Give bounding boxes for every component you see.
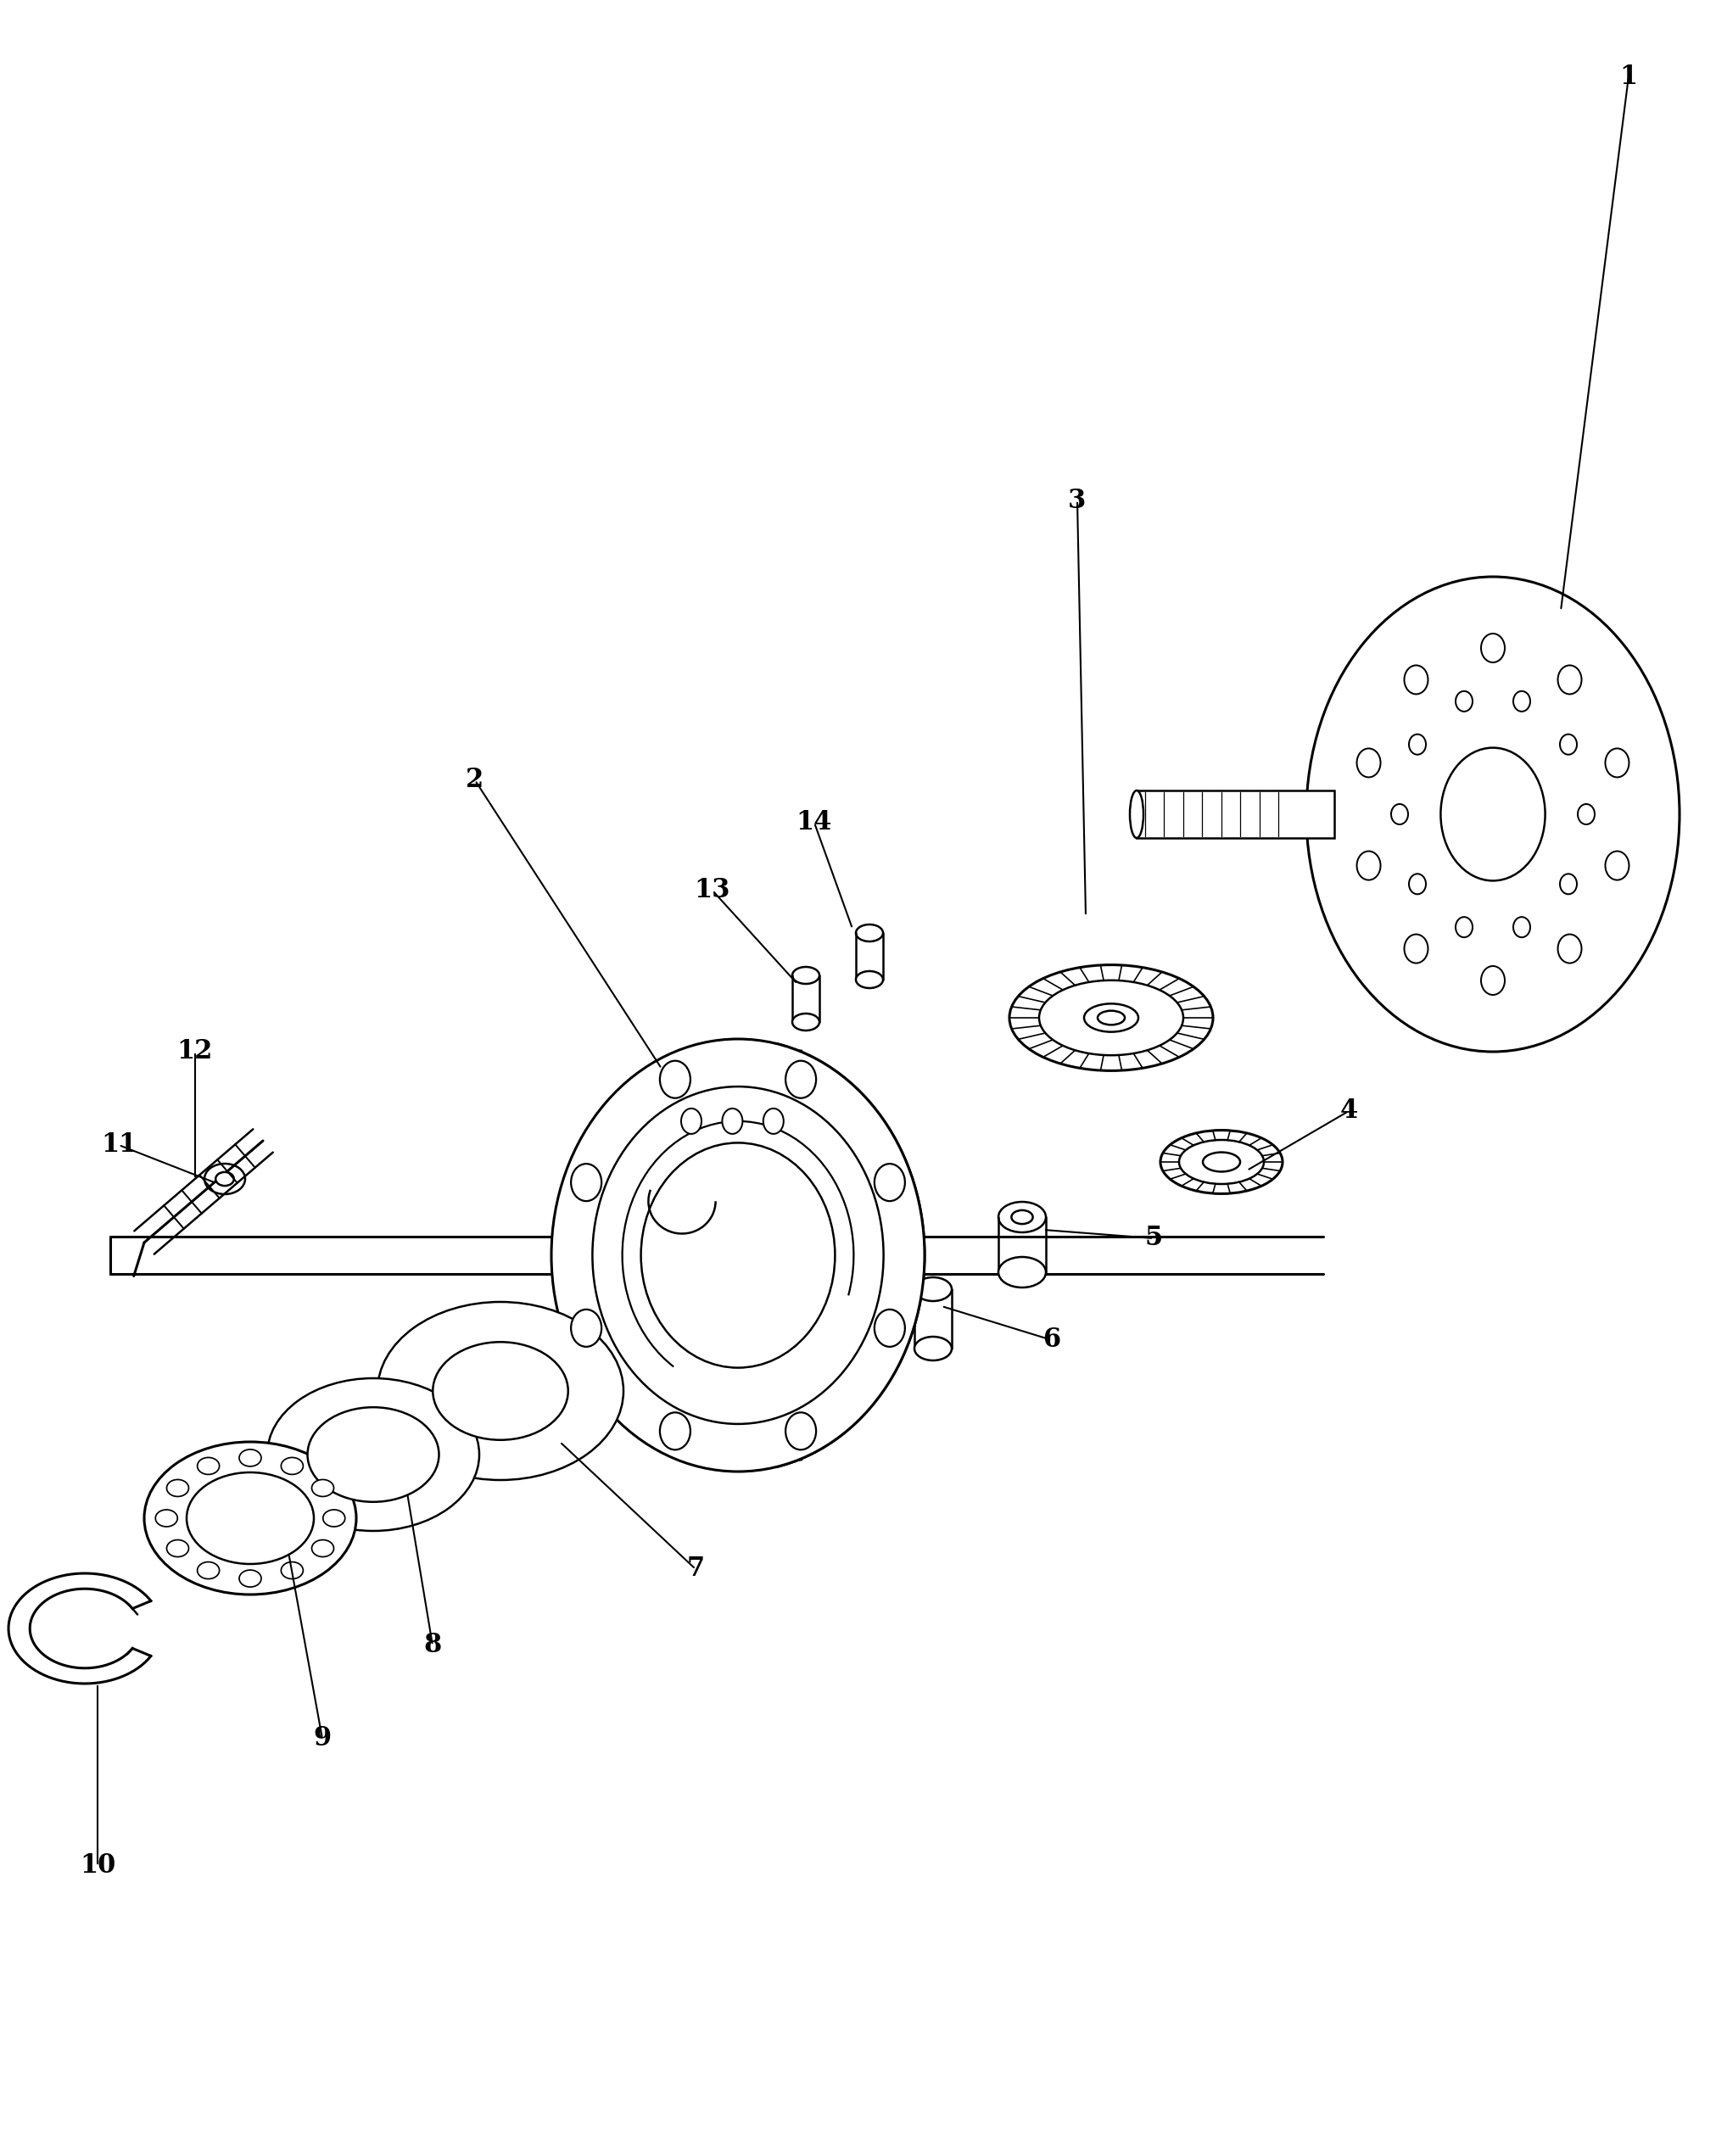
Text: 8: 8 bbox=[424, 1632, 441, 1658]
Ellipse shape bbox=[856, 925, 882, 942]
Ellipse shape bbox=[640, 1143, 834, 1367]
Ellipse shape bbox=[378, 1302, 623, 1479]
Ellipse shape bbox=[204, 1164, 245, 1194]
Ellipse shape bbox=[1129, 791, 1143, 839]
Ellipse shape bbox=[1440, 748, 1544, 880]
Ellipse shape bbox=[722, 1108, 743, 1134]
Ellipse shape bbox=[216, 1173, 233, 1186]
Ellipse shape bbox=[1455, 692, 1472, 711]
Ellipse shape bbox=[592, 1087, 884, 1423]
Ellipse shape bbox=[915, 1276, 951, 1300]
Ellipse shape bbox=[571, 1164, 601, 1201]
Ellipse shape bbox=[571, 1309, 601, 1348]
Ellipse shape bbox=[156, 1509, 177, 1526]
Ellipse shape bbox=[551, 1039, 925, 1473]
Ellipse shape bbox=[681, 1108, 702, 1134]
Ellipse shape bbox=[856, 970, 882, 987]
Ellipse shape bbox=[432, 1341, 568, 1440]
Ellipse shape bbox=[1038, 981, 1182, 1054]
Ellipse shape bbox=[1481, 966, 1503, 994]
Text: 10: 10 bbox=[79, 1852, 115, 1880]
Ellipse shape bbox=[1097, 1011, 1124, 1024]
Ellipse shape bbox=[1203, 1151, 1239, 1171]
Ellipse shape bbox=[791, 1013, 819, 1031]
Ellipse shape bbox=[239, 1570, 261, 1587]
Ellipse shape bbox=[1556, 934, 1580, 964]
Text: 11: 11 bbox=[101, 1132, 137, 1158]
Ellipse shape bbox=[786, 1061, 815, 1097]
Ellipse shape bbox=[239, 1449, 261, 1466]
Ellipse shape bbox=[999, 1201, 1045, 1233]
Ellipse shape bbox=[1160, 1130, 1282, 1194]
Ellipse shape bbox=[1390, 804, 1407, 824]
Ellipse shape bbox=[873, 1164, 904, 1201]
Ellipse shape bbox=[659, 1061, 690, 1097]
Text: 5: 5 bbox=[1145, 1225, 1162, 1250]
Ellipse shape bbox=[791, 966, 819, 983]
Text: 14: 14 bbox=[796, 808, 832, 837]
Ellipse shape bbox=[1604, 748, 1628, 778]
Ellipse shape bbox=[1481, 634, 1503, 662]
Ellipse shape bbox=[1009, 966, 1213, 1072]
Ellipse shape bbox=[786, 1412, 815, 1449]
Text: 6: 6 bbox=[1042, 1326, 1060, 1354]
Ellipse shape bbox=[166, 1479, 189, 1496]
Ellipse shape bbox=[999, 1257, 1045, 1287]
Ellipse shape bbox=[312, 1539, 333, 1557]
Ellipse shape bbox=[1404, 666, 1428, 694]
Ellipse shape bbox=[1560, 735, 1575, 755]
Ellipse shape bbox=[1455, 916, 1472, 938]
Ellipse shape bbox=[1560, 873, 1575, 895]
Ellipse shape bbox=[1306, 578, 1678, 1052]
Text: 4: 4 bbox=[1338, 1097, 1357, 1123]
Ellipse shape bbox=[281, 1457, 304, 1475]
Text: 3: 3 bbox=[1067, 487, 1086, 513]
Text: 12: 12 bbox=[177, 1039, 213, 1065]
Ellipse shape bbox=[1011, 1210, 1033, 1225]
Ellipse shape bbox=[1577, 804, 1594, 824]
Text: 1: 1 bbox=[1618, 63, 1637, 91]
Ellipse shape bbox=[1356, 748, 1380, 778]
Ellipse shape bbox=[1512, 692, 1529, 711]
Ellipse shape bbox=[281, 1561, 304, 1578]
Ellipse shape bbox=[1604, 852, 1628, 880]
Ellipse shape bbox=[197, 1561, 220, 1578]
Ellipse shape bbox=[1409, 735, 1426, 755]
Ellipse shape bbox=[1356, 852, 1380, 880]
Ellipse shape bbox=[873, 1309, 904, 1348]
Ellipse shape bbox=[1083, 1005, 1138, 1033]
Text: 9: 9 bbox=[314, 1725, 331, 1753]
Bar bbox=[1136, 791, 1333, 839]
Ellipse shape bbox=[915, 1337, 951, 1360]
Ellipse shape bbox=[166, 1539, 189, 1557]
Text: 7: 7 bbox=[686, 1557, 704, 1583]
Ellipse shape bbox=[1512, 916, 1529, 938]
Ellipse shape bbox=[764, 1108, 782, 1134]
Ellipse shape bbox=[659, 1412, 690, 1449]
Ellipse shape bbox=[323, 1509, 345, 1526]
Ellipse shape bbox=[307, 1408, 439, 1503]
Ellipse shape bbox=[1556, 666, 1580, 694]
Ellipse shape bbox=[144, 1442, 357, 1595]
Ellipse shape bbox=[312, 1479, 333, 1496]
Text: 13: 13 bbox=[695, 877, 731, 903]
Ellipse shape bbox=[197, 1457, 220, 1475]
Ellipse shape bbox=[187, 1473, 314, 1563]
Text: 2: 2 bbox=[465, 768, 484, 793]
Ellipse shape bbox=[1179, 1141, 1263, 1184]
Ellipse shape bbox=[1404, 934, 1428, 964]
Ellipse shape bbox=[1409, 873, 1426, 895]
Ellipse shape bbox=[268, 1378, 479, 1531]
